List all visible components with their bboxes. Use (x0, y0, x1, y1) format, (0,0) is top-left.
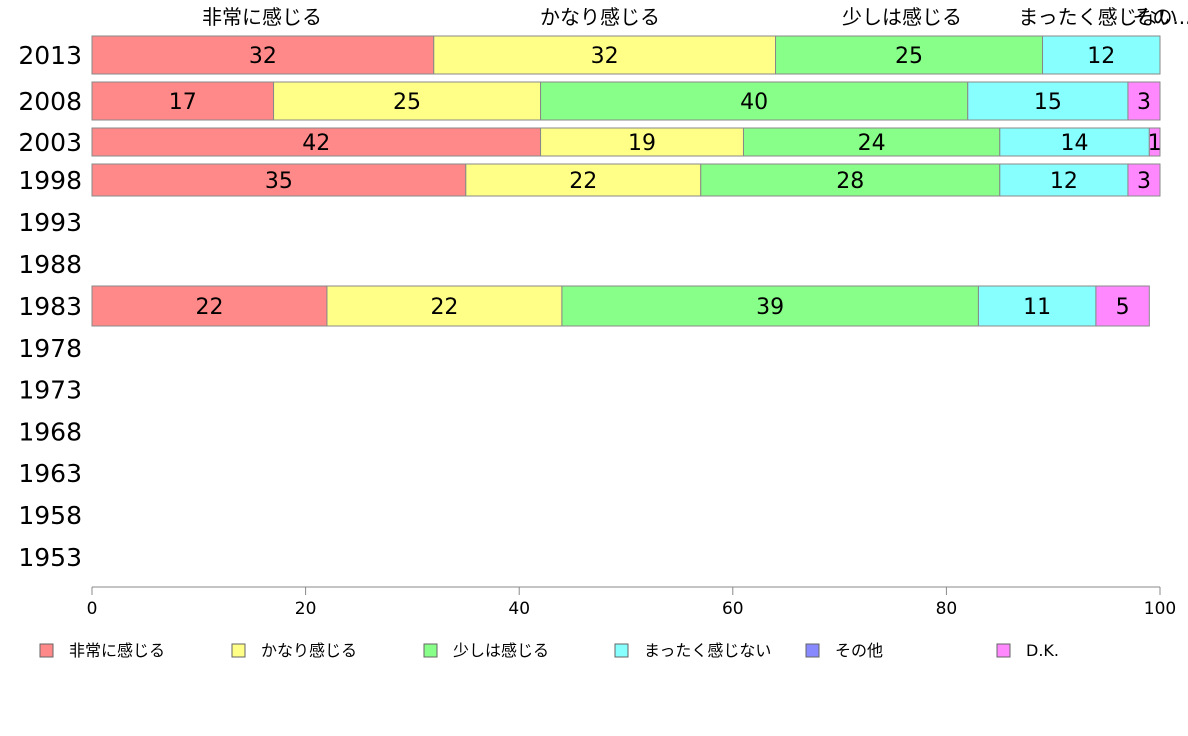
top-label: まったく感じない (1018, 5, 1177, 29)
top-labels: 非常に感じる かなり感じる 少しは感じる まったく感じないその... (202, 5, 1188, 29)
legend-swatch (423, 643, 438, 658)
legend: 非常に感じる かなり感じる 少しは感じる まったく感じない その他 D.K. (39, 641, 1059, 660)
bar-value-label: 32 (249, 44, 277, 69)
bar-value-label: 28 (836, 169, 864, 194)
bar-value-label: 22 (195, 295, 223, 320)
y-axis-labels: 2013 2008 2003 1998 1993 1988 1983 1978 1973 1968… (18, 41, 82, 572)
bar-segment (1127, 163, 1161, 197)
bar-segment (91, 163, 467, 197)
bar-segment (540, 127, 744, 157)
bar-segment (540, 81, 969, 121)
x-tick-label: 60 (722, 599, 744, 619)
bar-segment (91, 81, 275, 121)
bar-segment (273, 81, 542, 121)
bar-value-label: 12 (1087, 44, 1115, 69)
top-label: 少しは感じる (842, 5, 962, 29)
y-tick-label: 2003 (18, 128, 82, 157)
bar-segment (91, 35, 435, 75)
y-tick-label: 2013 (18, 41, 82, 70)
bar-value-label: 5 (1116, 295, 1130, 320)
bar-segment (1095, 285, 1150, 327)
bar-segment (700, 163, 1001, 197)
bar-segment (977, 285, 1097, 327)
y-tick-label: 1968 (18, 417, 82, 446)
bar-segment (775, 35, 1044, 75)
legend-label: D.K. (1026, 641, 1059, 660)
bar-value-label: 40 (740, 90, 768, 115)
legend-item: 少しは感じる (423, 641, 549, 660)
legend-item: かなり感じる (231, 641, 357, 660)
y-tick-label: 1953 (18, 543, 82, 572)
bar-value-label: 15 (1034, 90, 1062, 115)
x-tick-label: 0 (87, 599, 98, 619)
bar-value-label: 42 (302, 131, 330, 156)
legend-item: その他 (805, 641, 883, 660)
legend-swatch (614, 643, 629, 658)
legend-item: D.K. (996, 641, 1059, 660)
bar-value-label: 3 (1137, 90, 1151, 115)
legend-label: 非常に感じる (69, 641, 165, 660)
top-label: その... (1132, 5, 1188, 29)
top-label: かなり感じる (540, 5, 660, 29)
y-tick-label: 1963 (18, 459, 82, 488)
x-axis: 0 20 40 60 80 100 (87, 586, 1176, 619)
bar-value-label: 35 (265, 169, 293, 194)
y-tick-label: 1958 (18, 501, 82, 530)
bar-value-label: 19 (628, 131, 656, 156)
bar-segment (742, 127, 1001, 157)
y-tick-label: 2008 (18, 87, 82, 116)
bar-segment (999, 127, 1150, 157)
y-tick-label: 1993 (18, 208, 82, 237)
x-tick-label: 100 (1144, 599, 1176, 619)
bar-value-label: 24 (858, 131, 886, 156)
x-tick-label: 80 (936, 599, 958, 619)
bar-segment (999, 163, 1129, 197)
bar-value-label: 25 (393, 90, 421, 115)
bar-segment (1042, 35, 1161, 75)
bar-value-label: 12 (1050, 169, 1078, 194)
y-tick-label: 1973 (18, 376, 82, 405)
legend-label: まったく感じない (644, 641, 771, 660)
x-tick-label: 40 (508, 599, 530, 619)
bar-segment (326, 285, 563, 327)
top-label: 非常に感じる (202, 5, 322, 29)
bar-segment (1127, 81, 1161, 121)
bar-value-label: 22 (430, 295, 458, 320)
bar-segment (1148, 127, 1161, 157)
legend-swatch (231, 643, 246, 658)
bar-value-label: 1 (1148, 131, 1162, 156)
bar-value-label: 11 (1023, 295, 1051, 320)
bar-value-label: 32 (591, 44, 619, 69)
bar-value-label: 17 (169, 90, 197, 115)
y-tick-label: 1988 (18, 250, 82, 279)
bar-value-label: 39 (756, 295, 784, 320)
bar-value-label: 22 (569, 169, 597, 194)
bar-segment (91, 127, 542, 157)
bars: 32 32 25 12 17 25 40 15 3 42 19 24 14 1 35 22 28 12 3 22 22 3… (91, 35, 1162, 327)
legend-item: 非常に感じる (39, 641, 165, 660)
bar-segment (91, 285, 328, 327)
bar-value-label: 3 (1137, 169, 1151, 194)
legend-swatch (996, 643, 1011, 658)
legend-label: かなり感じる (261, 641, 357, 660)
legend-swatch (805, 643, 820, 658)
bar-value-label: 14 (1061, 131, 1089, 156)
legend-item: まったく感じない (614, 641, 771, 660)
y-tick-label: 1978 (18, 334, 82, 363)
x-tick-label: 20 (295, 599, 317, 619)
bar-value-label: 25 (895, 44, 923, 69)
y-tick-label: 1998 (18, 166, 82, 195)
bar-segment (967, 81, 1129, 121)
bar-segment (433, 35, 777, 75)
y-tick-label: 1983 (18, 292, 82, 321)
legend-swatch (39, 643, 54, 658)
legend-label: 少しは感じる (453, 641, 549, 660)
legend-label: その他 (835, 641, 883, 660)
